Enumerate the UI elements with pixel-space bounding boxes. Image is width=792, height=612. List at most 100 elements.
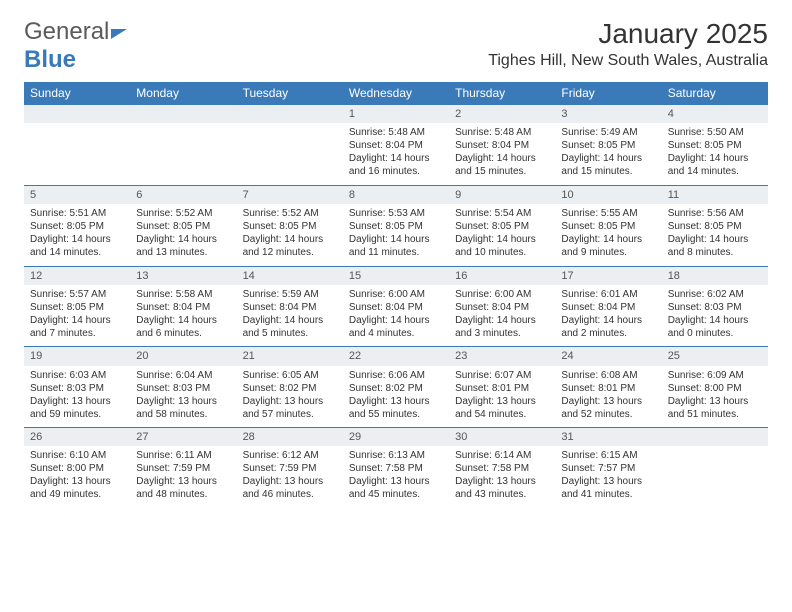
sunrise-text: Sunrise: 6:12 AM: [243, 449, 337, 462]
day-number-cell: 1: [343, 105, 449, 124]
daylight-text-1: Daylight: 14 hours: [455, 233, 549, 246]
sunrise-text: Sunrise: 6:15 AM: [561, 449, 655, 462]
daylight-text-2: and 5 minutes.: [243, 327, 337, 340]
daylight-text-2: and 12 minutes.: [243, 246, 337, 259]
day-details-row: Sunrise: 6:03 AMSunset: 8:03 PMDaylight:…: [24, 366, 768, 428]
sunset-text: Sunset: 8:05 PM: [668, 139, 762, 152]
sunrise-text: Sunrise: 5:59 AM: [243, 288, 337, 301]
sunset-text: Sunset: 8:05 PM: [30, 301, 124, 314]
day-number-cell: 29: [343, 428, 449, 447]
sunrise-text: Sunrise: 5:54 AM: [455, 207, 549, 220]
brand-part1: General: [24, 18, 109, 45]
day-detail-cell: Sunrise: 6:00 AMSunset: 8:04 PMDaylight:…: [449, 285, 555, 347]
daylight-text-2: and 43 minutes.: [455, 488, 549, 501]
day-number-row: 567891011: [24, 185, 768, 204]
daylight-text-1: Daylight: 14 hours: [561, 314, 655, 327]
daylight-text-2: and 4 minutes.: [349, 327, 443, 340]
day-detail-cell: [237, 123, 343, 185]
sunrise-text: Sunrise: 5:52 AM: [136, 207, 230, 220]
sunset-text: Sunset: 8:04 PM: [455, 139, 549, 152]
day-detail-cell: Sunrise: 5:56 AMSunset: 8:05 PMDaylight:…: [662, 204, 768, 266]
sunrise-text: Sunrise: 5:53 AM: [349, 207, 443, 220]
day-detail-cell: Sunrise: 5:59 AMSunset: 8:04 PMDaylight:…: [237, 285, 343, 347]
day-number-cell: [237, 105, 343, 124]
daylight-text-1: Daylight: 13 hours: [349, 395, 443, 408]
sunrise-text: Sunrise: 5:51 AM: [30, 207, 124, 220]
sunset-text: Sunset: 8:05 PM: [243, 220, 337, 233]
sunrise-text: Sunrise: 6:00 AM: [349, 288, 443, 301]
daylight-text-2: and 48 minutes.: [136, 488, 230, 501]
day-detail-cell: Sunrise: 5:58 AMSunset: 8:04 PMDaylight:…: [130, 285, 236, 347]
day-detail-cell: Sunrise: 5:48 AMSunset: 8:04 PMDaylight:…: [343, 123, 449, 185]
daylight-text-2: and 41 minutes.: [561, 488, 655, 501]
sunrise-text: Sunrise: 6:13 AM: [349, 449, 443, 462]
sunrise-text: Sunrise: 5:52 AM: [243, 207, 337, 220]
sunrise-text: Sunrise: 6:08 AM: [561, 369, 655, 382]
day-number-row: 1234: [24, 105, 768, 124]
day-number-cell: 17: [555, 266, 661, 285]
daylight-text-1: Daylight: 14 hours: [668, 233, 762, 246]
day-number-cell: 12: [24, 266, 130, 285]
daylight-text-1: Daylight: 14 hours: [30, 314, 124, 327]
sunset-text: Sunset: 8:05 PM: [30, 220, 124, 233]
daylight-text-1: Daylight: 13 hours: [136, 475, 230, 488]
day-detail-cell: Sunrise: 6:15 AMSunset: 7:57 PMDaylight:…: [555, 446, 661, 508]
sunset-text: Sunset: 7:59 PM: [243, 462, 337, 475]
daylight-text-2: and 55 minutes.: [349, 408, 443, 421]
day-detail-cell: Sunrise: 6:07 AMSunset: 8:01 PMDaylight:…: [449, 366, 555, 428]
sunset-text: Sunset: 8:02 PM: [243, 382, 337, 395]
sunrise-text: Sunrise: 6:05 AM: [243, 369, 337, 382]
sunset-text: Sunset: 8:04 PM: [136, 301, 230, 314]
calendar-body: 1234Sunrise: 5:48 AMSunset: 8:04 PMDayli…: [24, 105, 768, 509]
brand-logo: GeneralBlue: [24, 18, 127, 74]
sunset-text: Sunset: 8:04 PM: [455, 301, 549, 314]
sunrise-text: Sunrise: 6:00 AM: [455, 288, 549, 301]
day-number-cell: 30: [449, 428, 555, 447]
daylight-text-1: Daylight: 13 hours: [243, 395, 337, 408]
day-header: Monday: [130, 82, 236, 105]
day-number-cell: 28: [237, 428, 343, 447]
brand-part2: Blue: [24, 46, 127, 74]
daylight-text-1: Daylight: 13 hours: [243, 475, 337, 488]
day-number-cell: 18: [662, 266, 768, 285]
daylight-text-1: Daylight: 13 hours: [30, 395, 124, 408]
day-detail-cell: Sunrise: 5:57 AMSunset: 8:05 PMDaylight:…: [24, 285, 130, 347]
day-detail-cell: Sunrise: 6:00 AMSunset: 8:04 PMDaylight:…: [343, 285, 449, 347]
sunrise-text: Sunrise: 6:11 AM: [136, 449, 230, 462]
header: GeneralBlue January 2025 Tighes Hill, Ne…: [24, 18, 768, 74]
day-number-cell: [662, 428, 768, 447]
sunset-text: Sunset: 8:05 PM: [561, 220, 655, 233]
day-detail-cell: [662, 446, 768, 508]
daylight-text-2: and 13 minutes.: [136, 246, 230, 259]
daylight-text-2: and 54 minutes.: [455, 408, 549, 421]
day-header: Tuesday: [237, 82, 343, 105]
calendar-table: SundayMondayTuesdayWednesdayThursdayFrid…: [24, 82, 768, 508]
daylight-text-2: and 52 minutes.: [561, 408, 655, 421]
daylight-text-2: and 57 minutes.: [243, 408, 337, 421]
day-detail-cell: Sunrise: 5:53 AMSunset: 8:05 PMDaylight:…: [343, 204, 449, 266]
day-number-cell: 16: [449, 266, 555, 285]
day-number-row: 19202122232425: [24, 347, 768, 366]
day-number-cell: 14: [237, 266, 343, 285]
daylight-text-1: Daylight: 14 hours: [243, 314, 337, 327]
day-detail-cell: Sunrise: 5:55 AMSunset: 8:05 PMDaylight:…: [555, 204, 661, 266]
sunrise-text: Sunrise: 5:56 AM: [668, 207, 762, 220]
sunrise-text: Sunrise: 6:07 AM: [455, 369, 549, 382]
day-number-cell: 24: [555, 347, 661, 366]
daylight-text-2: and 15 minutes.: [561, 165, 655, 178]
day-number-cell: 2: [449, 105, 555, 124]
daylight-text-1: Daylight: 14 hours: [668, 314, 762, 327]
day-detail-cell: [130, 123, 236, 185]
day-detail-cell: Sunrise: 6:08 AMSunset: 8:01 PMDaylight:…: [555, 366, 661, 428]
day-detail-cell: Sunrise: 6:13 AMSunset: 7:58 PMDaylight:…: [343, 446, 449, 508]
daylight-text-1: Daylight: 13 hours: [561, 475, 655, 488]
sunset-text: Sunset: 8:05 PM: [668, 220, 762, 233]
sunset-text: Sunset: 8:03 PM: [30, 382, 124, 395]
title-block: January 2025 Tighes Hill, New South Wale…: [488, 18, 768, 70]
day-detail-cell: Sunrise: 6:12 AMSunset: 7:59 PMDaylight:…: [237, 446, 343, 508]
daylight-text-2: and 15 minutes.: [455, 165, 549, 178]
daylight-text-2: and 7 minutes.: [30, 327, 124, 340]
sunset-text: Sunset: 8:04 PM: [561, 301, 655, 314]
day-number-row: 262728293031: [24, 428, 768, 447]
sunset-text: Sunset: 8:00 PM: [30, 462, 124, 475]
